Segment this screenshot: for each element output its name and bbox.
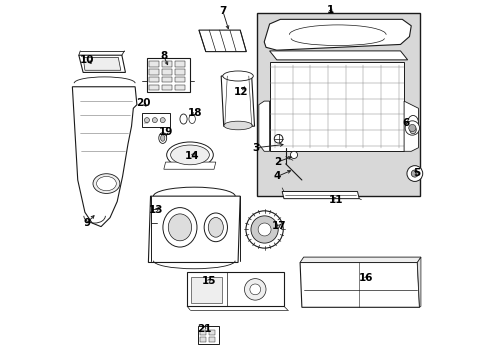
Text: 12: 12 (233, 87, 247, 97)
Bar (200, 337, 206, 342)
Polygon shape (72, 87, 137, 226)
Bar (162, 69, 172, 75)
Ellipse shape (223, 71, 253, 81)
Text: 7: 7 (219, 6, 226, 17)
Bar (269, 62, 403, 151)
Ellipse shape (168, 214, 191, 241)
Ellipse shape (409, 126, 415, 134)
Text: 2: 2 (273, 157, 281, 167)
Bar (175, 85, 184, 90)
Circle shape (160, 118, 165, 123)
Polygon shape (403, 101, 418, 151)
Text: 1: 1 (326, 5, 333, 15)
Bar (187, 272, 284, 306)
Ellipse shape (407, 116, 418, 130)
Bar (149, 77, 159, 82)
Bar (162, 61, 172, 67)
Circle shape (290, 151, 297, 158)
Text: 13: 13 (148, 206, 163, 216)
Polygon shape (416, 257, 420, 307)
Text: 15: 15 (201, 276, 215, 286)
Text: 3: 3 (252, 143, 259, 153)
Bar (208, 329, 215, 335)
Text: 19: 19 (159, 127, 173, 136)
Circle shape (250, 216, 278, 243)
Polygon shape (264, 19, 410, 50)
Text: 6: 6 (402, 118, 408, 128)
Circle shape (410, 170, 418, 177)
Polygon shape (282, 192, 359, 199)
Ellipse shape (170, 145, 209, 165)
Text: 16: 16 (359, 273, 373, 283)
Bar (147, 58, 190, 92)
Text: 9: 9 (83, 218, 90, 228)
Text: 21: 21 (197, 324, 211, 334)
Circle shape (144, 118, 149, 123)
Text: 14: 14 (185, 150, 200, 161)
Bar (191, 277, 222, 303)
Polygon shape (163, 162, 215, 169)
Circle shape (406, 166, 422, 181)
Bar (198, 325, 218, 344)
Bar (149, 85, 159, 90)
Text: 8: 8 (160, 51, 167, 61)
Polygon shape (269, 51, 407, 60)
Ellipse shape (180, 114, 187, 124)
Bar (257, 13, 419, 196)
Ellipse shape (188, 114, 195, 123)
Bar (162, 85, 172, 90)
Bar (175, 69, 184, 75)
Text: 10: 10 (80, 55, 95, 65)
Circle shape (258, 223, 270, 236)
Bar (149, 69, 159, 75)
Circle shape (408, 125, 415, 132)
Bar (175, 61, 184, 67)
Polygon shape (148, 196, 240, 262)
Polygon shape (221, 76, 254, 126)
Bar (142, 113, 170, 127)
Bar (175, 77, 184, 82)
Polygon shape (300, 257, 420, 262)
Polygon shape (300, 262, 419, 307)
Circle shape (249, 284, 260, 295)
Text: 20: 20 (136, 98, 150, 108)
Polygon shape (199, 30, 246, 51)
Text: 5: 5 (412, 168, 419, 178)
Ellipse shape (203, 213, 227, 242)
Text: 17: 17 (271, 221, 285, 231)
Text: 4: 4 (273, 171, 281, 181)
Circle shape (244, 279, 265, 300)
Polygon shape (83, 57, 121, 70)
Ellipse shape (160, 135, 164, 141)
Ellipse shape (163, 208, 197, 247)
Bar (149, 61, 159, 67)
Circle shape (152, 118, 157, 123)
Text: 11: 11 (328, 195, 343, 205)
Ellipse shape (208, 217, 223, 237)
Ellipse shape (96, 176, 116, 191)
Ellipse shape (93, 174, 120, 193)
Circle shape (245, 211, 283, 248)
Circle shape (405, 121, 419, 135)
Ellipse shape (159, 133, 166, 143)
Polygon shape (258, 101, 269, 151)
Text: 18: 18 (187, 108, 202, 118)
Bar (208, 337, 215, 342)
Bar (200, 329, 206, 335)
Ellipse shape (166, 142, 213, 168)
Bar (162, 77, 172, 82)
Polygon shape (79, 55, 125, 72)
Circle shape (274, 134, 282, 143)
Ellipse shape (223, 121, 252, 130)
